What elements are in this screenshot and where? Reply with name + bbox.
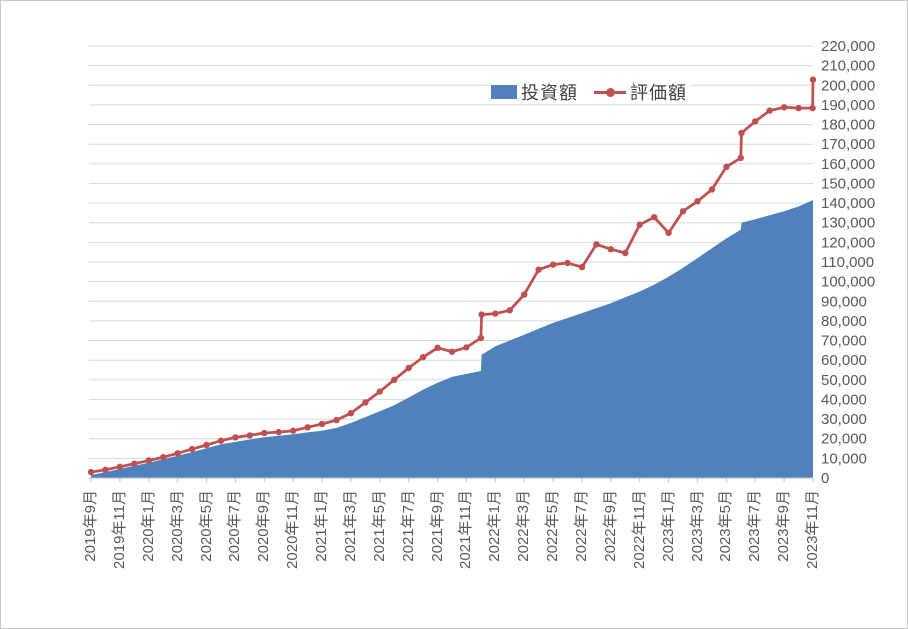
svg-text:170,000: 170,000 — [821, 136, 875, 153]
svg-text:180,000: 180,000 — [821, 117, 875, 134]
svg-text:150,000: 150,000 — [821, 176, 875, 193]
svg-text:100,000: 100,000 — [821, 274, 875, 291]
svg-text:0: 0 — [821, 470, 829, 487]
svg-text:190,000: 190,000 — [821, 97, 875, 114]
x-axis-label: 2023年3月 — [688, 490, 706, 562]
svg-text:20,000: 20,000 — [821, 431, 867, 448]
x-axis-label: 2020年3月 — [168, 490, 186, 562]
area-swatch-icon — [491, 85, 517, 99]
x-axis-label: 2020年11月 — [284, 490, 302, 569]
x-axis-label: 2023年11月 — [804, 490, 821, 569]
x-axis-label: 2022年1月 — [486, 490, 504, 562]
svg-text:110,000: 110,000 — [821, 254, 874, 271]
x-axis-label: 2020年7月 — [226, 490, 244, 562]
x-axis-label: 2019年11月 — [110, 490, 128, 569]
x-axis-label: 2019年9月 — [82, 490, 99, 562]
svg-text:160,000: 160,000 — [821, 156, 875, 173]
x-axis-label: 2021年3月 — [341, 490, 359, 562]
svg-text:40,000: 40,000 — [821, 392, 867, 409]
svg-text:30,000: 30,000 — [821, 411, 867, 428]
line-marker-icon — [594, 85, 626, 99]
x-axis-label: 2020年5月 — [197, 490, 215, 562]
x-axis-label: 2023年5月 — [717, 490, 735, 562]
x-axis-label: 2022年9月 — [601, 490, 619, 562]
svg-text:210,000: 210,000 — [821, 58, 875, 75]
svg-text:60,000: 60,000 — [821, 352, 867, 369]
x-axis-label: 2023年9月 — [775, 490, 793, 562]
legend-item-investment: 投資額 — [491, 79, 578, 105]
x-axis-label: 2021年7月 — [399, 490, 417, 562]
legend-label-investment: 投資額 — [521, 83, 578, 103]
x-axis-label: 2022年5月 — [544, 490, 562, 562]
x-axis-label: 2021年11月 — [457, 490, 475, 569]
svg-text:10,000: 10,000 — [821, 450, 867, 467]
svg-text:140,000: 140,000 — [821, 195, 875, 212]
svg-text:120,000: 120,000 — [821, 234, 875, 251]
svg-text:80,000: 80,000 — [821, 313, 867, 330]
x-axis-label: 2022年11月 — [630, 490, 648, 569]
x-axis-label: 2021年1月 — [313, 490, 330, 562]
x-axis-label: 2023年1月 — [659, 490, 677, 562]
legend-item-valuation: 評価額 — [594, 79, 687, 105]
x-axis-label: 2020年1月 — [139, 490, 157, 562]
svg-text:70,000: 70,000 — [821, 333, 867, 350]
legend: 投資額 評価額 — [487, 80, 691, 104]
x-axis-label: 2022年3月 — [515, 490, 533, 562]
svg-text:130,000: 130,000 — [821, 215, 875, 232]
x-axis-label: 2021年9月 — [428, 490, 446, 562]
legend-label-valuation: 評価額 — [630, 83, 687, 103]
svg-text:50,000: 50,000 — [821, 372, 867, 389]
svg-text:200,000: 200,000 — [821, 77, 875, 94]
x-axis-label: 2022年7月 — [573, 490, 590, 562]
svg-text:90,000: 90,000 — [821, 293, 867, 310]
x-axis-label: 2020年9月 — [255, 490, 273, 562]
svg-text:220,000: 220,000 — [821, 38, 875, 55]
x-axis-label: 2023年7月 — [746, 490, 764, 562]
x-axis-label: 2021年5月 — [370, 490, 388, 562]
